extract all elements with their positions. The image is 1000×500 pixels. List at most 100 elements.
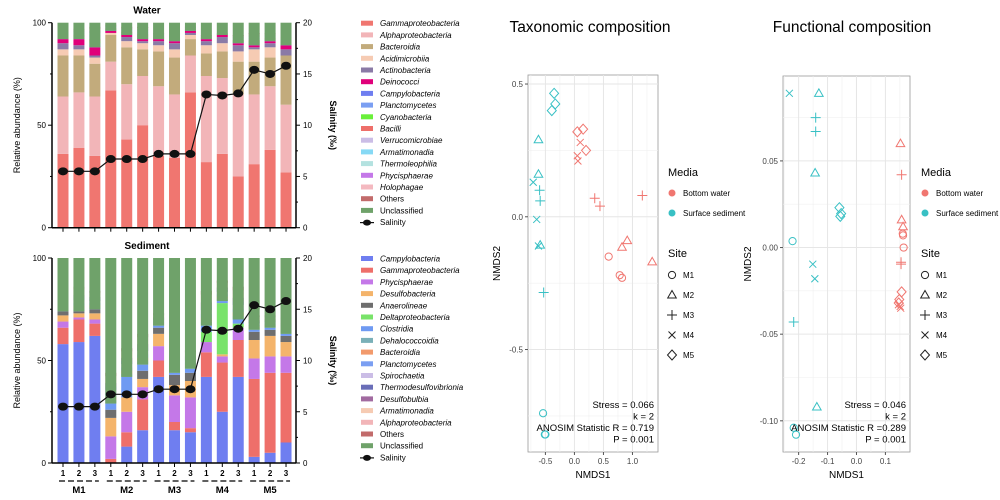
- legend-label: Armatimonadia: [379, 148, 434, 157]
- bar-segment: [184, 92, 196, 228]
- legend-swatch: [361, 267, 373, 273]
- point-cross: [896, 304, 905, 313]
- legend-label: Others: [380, 430, 404, 439]
- bar-segment: [137, 370, 149, 379]
- point-circle: [788, 237, 797, 246]
- point-cross: [785, 89, 794, 98]
- salinity-point: [265, 305, 276, 314]
- bar-segment: [184, 258, 196, 369]
- bar-segment: [169, 43, 181, 50]
- bar-segment: [121, 47, 133, 85]
- point-triangle: [533, 134, 544, 144]
- legend-site-label: M5: [683, 351, 695, 360]
- bar-segment: [89, 63, 101, 97]
- bar-segment: [216, 301, 228, 304]
- point-plus: [896, 169, 907, 180]
- legend-swatch: [361, 32, 373, 38]
- legend-site-label: M4: [936, 331, 948, 340]
- legend-site-label: M4: [683, 331, 695, 340]
- point-cross: [532, 215, 541, 224]
- bar-segment: [73, 311, 85, 314]
- salinity-point: [153, 149, 164, 158]
- bar-segment: [216, 43, 228, 52]
- bar-segment: [121, 397, 133, 412]
- bar-segment: [153, 39, 165, 42]
- salinity-point: [105, 155, 116, 164]
- bar-segment: [200, 331, 212, 343]
- bar-segment: [137, 39, 149, 42]
- legend-label: Unclassified: [380, 206, 423, 215]
- bar-segment: [73, 313, 85, 318]
- bar-segment: [89, 96, 101, 156]
- point-triangle: [616, 241, 628, 251]
- legend-media-dot: [668, 189, 676, 197]
- y-tick-label: 100: [33, 19, 47, 28]
- bar-segment: [232, 340, 244, 377]
- bar-segment: [105, 32, 117, 35]
- sample-label: 3: [140, 469, 145, 478]
- point-triangle: [809, 167, 821, 177]
- salinity-point: [281, 61, 292, 70]
- point-cross: [574, 157, 582, 165]
- legend-swatch: [361, 207, 373, 213]
- sample-label: 2: [124, 469, 129, 478]
- legend-label: Planctomycetes: [380, 101, 436, 110]
- y2-tick-label: 5: [303, 172, 308, 181]
- bar-segment: [169, 22, 181, 42]
- legend-label: Acidimicrobiia: [379, 54, 430, 63]
- legend-title-media: Media: [921, 167, 952, 179]
- bar-segment: [169, 41, 181, 44]
- y-tick-label: 0.0: [512, 213, 524, 222]
- legend-label: Armatimonadia: [379, 407, 434, 416]
- bar-segment: [153, 41, 165, 46]
- legend-swatch: [361, 302, 373, 308]
- bar-segment: [264, 335, 276, 357]
- y-tick-label: 0: [42, 459, 47, 468]
- bar-segment: [137, 43, 149, 50]
- bar-segment: [57, 321, 69, 328]
- legend-salinity-point: [363, 454, 371, 461]
- bar-segment: [169, 395, 181, 422]
- salinity-point: [217, 91, 228, 100]
- bar-segment: [105, 35, 117, 62]
- point-cross: [810, 274, 819, 283]
- legend-salinity-point: [363, 219, 371, 226]
- bar-segment: [184, 22, 196, 31]
- bar-chart-water: Water 0 50 100 0 5 10 15 20 Relative abundance (%…: [12, 6, 460, 233]
- y2-tick-label: 10: [303, 357, 312, 366]
- y2-tick-label: 15: [303, 70, 312, 79]
- bar-segment: [216, 37, 228, 44]
- salinity-point: [137, 390, 148, 399]
- legend-swatch: [361, 126, 373, 131]
- bar-segment: [216, 362, 228, 412]
- y-tick-label: 0.00: [762, 244, 778, 253]
- bar-segment: [200, 376, 212, 463]
- bar-segment: [280, 55, 292, 105]
- salinity-point: [89, 167, 100, 176]
- bar-segment: [280, 342, 292, 357]
- point-diamond: [546, 104, 557, 117]
- bar-segment: [169, 258, 181, 373]
- salinity-point: [281, 297, 292, 306]
- bar-segment: [232, 51, 244, 62]
- bar-segment: [89, 319, 101, 324]
- stats-annotation: P = 0.001: [613, 435, 654, 446]
- bar-segment: [264, 327, 276, 330]
- stats-annotation: ANOSIM Statistic R = 0.719: [537, 423, 654, 434]
- bar-segment: [280, 372, 292, 443]
- bar-segment: [248, 329, 260, 332]
- point-plus: [534, 185, 545, 196]
- point-diamond: [835, 207, 847, 220]
- salinity-point: [249, 301, 260, 310]
- bar-segment: [264, 47, 276, 58]
- point-cross: [668, 331, 676, 339]
- bar-segment: [280, 45, 292, 50]
- point-triangle: [895, 138, 906, 148]
- salinity-point: [58, 402, 68, 411]
- salinity-point: [121, 155, 132, 164]
- legend-site-label: M1: [936, 271, 948, 280]
- bar-segment: [248, 61, 260, 95]
- legend-media-dot: [921, 189, 929, 197]
- bar-segment: [169, 374, 181, 386]
